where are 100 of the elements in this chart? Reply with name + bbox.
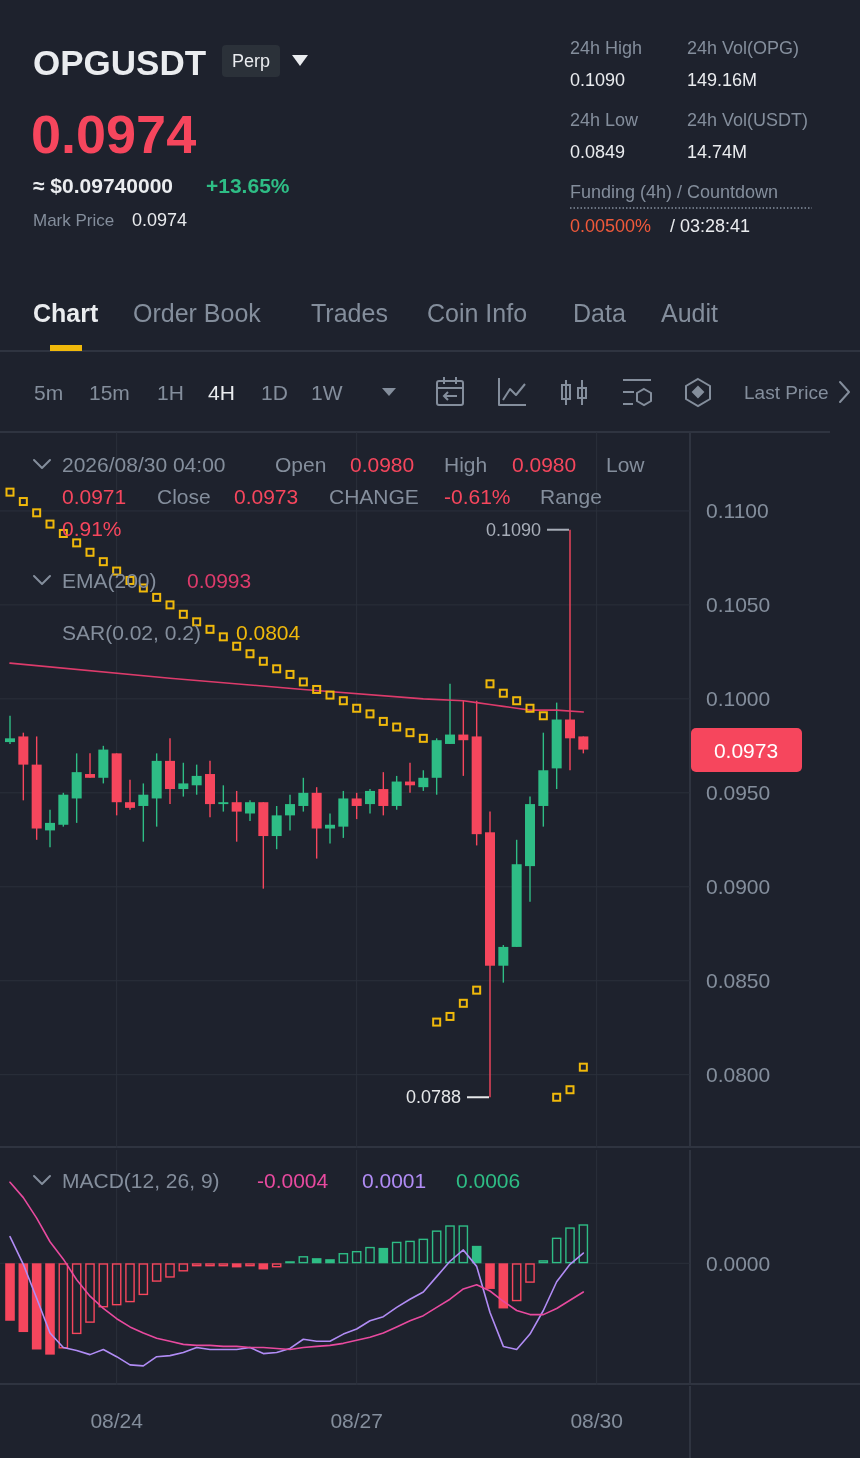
point	[338, 696, 348, 706]
point	[85, 547, 95, 557]
candlestick	[245, 799, 255, 822]
annotation: 0.0973	[234, 484, 299, 508]
point	[392, 722, 402, 732]
point	[165, 600, 175, 610]
bar	[445, 1225, 455, 1264]
point	[98, 557, 108, 567]
point	[565, 1085, 575, 1095]
bar	[325, 1259, 335, 1264]
x-tick-label: 08/27	[330, 1408, 383, 1432]
text: +13.65%	[206, 173, 290, 197]
text: 24h High	[570, 38, 643, 58]
text: 15m	[89, 380, 130, 404]
bar	[458, 1225, 469, 1264]
bar	[378, 1247, 389, 1264]
point	[445, 1011, 455, 1021]
bar	[365, 1246, 375, 1264]
annotation: CHANGE	[329, 484, 419, 508]
bar	[178, 1263, 189, 1272]
text: Audit	[661, 299, 719, 327]
text: 149.16M	[687, 70, 758, 90]
bar	[405, 1240, 415, 1264]
point	[552, 1092, 562, 1102]
text: Data	[573, 299, 626, 327]
point	[538, 711, 548, 721]
annotation: SAR(0.02, 0.2)	[62, 620, 201, 644]
point	[72, 538, 82, 548]
text: 5m	[34, 380, 64, 404]
candlestick	[498, 944, 509, 984]
ref-line-label: 0.0000	[706, 1251, 771, 1275]
annotation: 0.0980	[350, 452, 415, 476]
candlestick	[271, 805, 282, 850]
bar	[258, 1263, 269, 1270]
candlestick	[231, 790, 242, 843]
bar	[485, 1263, 495, 1289]
bar	[338, 1253, 349, 1264]
candlestick	[178, 762, 189, 798]
text: OPGUSDT	[33, 42, 207, 82]
point	[352, 703, 362, 713]
y-tick-label: 0.0900	[706, 875, 771, 899]
point	[432, 1017, 442, 1027]
bar	[391, 1241, 402, 1264]
candlestick	[298, 777, 309, 813]
point	[325, 690, 335, 700]
y-tick-label: 0.1100	[706, 499, 769, 523]
annotation: High	[444, 452, 488, 476]
candlestick	[378, 771, 389, 817]
bar	[165, 1263, 175, 1278]
point	[578, 1062, 588, 1072]
annotation: 0.0804	[236, 620, 301, 644]
text: 0.00500%	[570, 216, 652, 236]
bar	[298, 1256, 309, 1264]
text: Chart	[33, 299, 99, 327]
y-tick-label: 0.0850	[706, 969, 771, 993]
bar	[138, 1263, 149, 1296]
annotation: 0.1090	[485, 519, 541, 540]
point	[245, 649, 255, 659]
bar	[311, 1258, 322, 1264]
point	[498, 688, 508, 698]
candlestick	[191, 763, 202, 796]
point	[525, 703, 535, 713]
bar	[418, 1238, 429, 1264]
text: 1D	[261, 380, 288, 404]
annotation: Low	[606, 452, 646, 476]
candlestick	[325, 812, 335, 845]
annotation: -0.0004	[257, 1168, 329, 1192]
bar	[525, 1263, 535, 1283]
annotation: -0.61%	[444, 484, 511, 508]
candlestick	[138, 782, 149, 843]
bar	[245, 1263, 255, 1267]
text: 24h Vol(OPG)	[687, 38, 800, 58]
annotation: 0.0980	[512, 452, 577, 476]
candlestick	[418, 769, 429, 792]
candlestick	[351, 792, 362, 820]
bar	[18, 1263, 29, 1333]
bar	[98, 1263, 109, 1308]
point	[18, 497, 28, 507]
annotation: 0.0993	[187, 568, 252, 592]
point	[512, 696, 522, 706]
bar	[191, 1263, 202, 1267]
point	[418, 733, 428, 743]
bar	[151, 1263, 162, 1282]
bar	[218, 1263, 229, 1267]
annotation: 0.91%	[62, 516, 122, 540]
bar	[565, 1227, 575, 1264]
y-tick-label: 0.1000	[706, 687, 771, 711]
annotation: Close	[157, 484, 211, 508]
annotation: MACD(12, 26, 9)	[62, 1168, 220, 1192]
point	[218, 632, 228, 642]
text: ≈ $0.09740000	[33, 173, 173, 197]
point	[365, 709, 375, 719]
bar	[271, 1263, 282, 1268]
candlestick	[125, 778, 135, 811]
annotation: 0.0971	[62, 484, 127, 508]
annotation: Open	[275, 452, 327, 476]
annotation: Range	[540, 484, 602, 508]
candlestick	[565, 529, 575, 771]
candlestick	[285, 794, 295, 832]
candlestick	[45, 809, 55, 849]
